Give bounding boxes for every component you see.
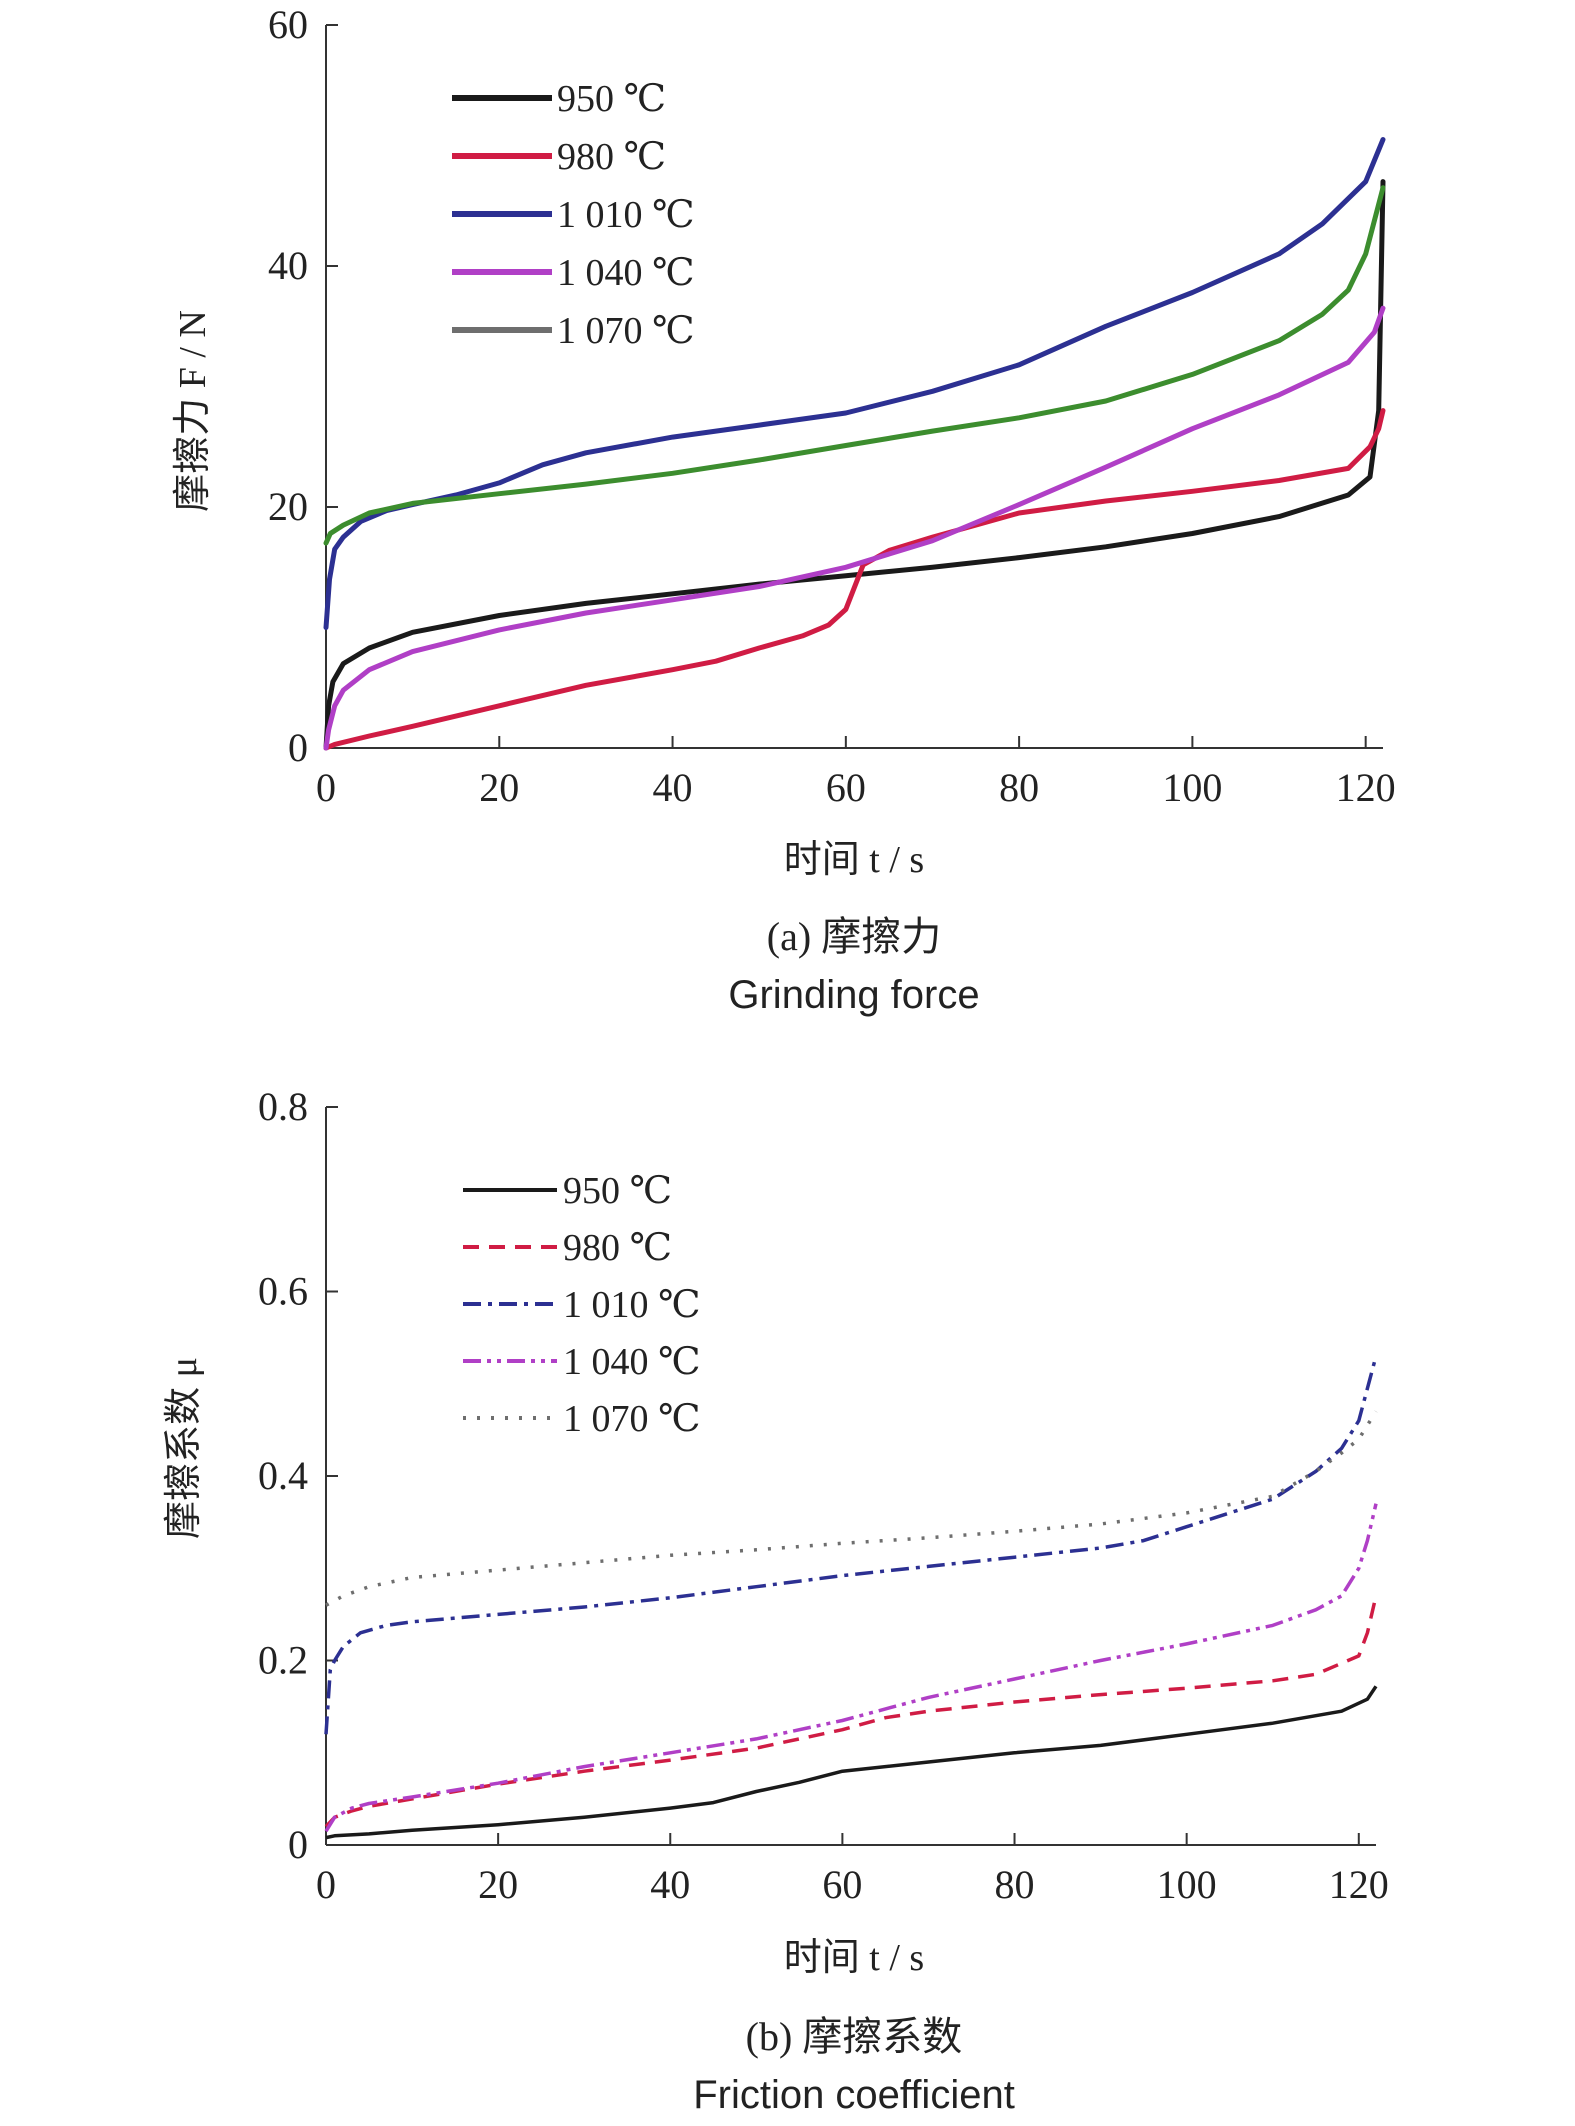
force-series-2: [323, 137, 1386, 630]
xlabel-coefficient: 时间 t / s: [784, 1937, 924, 1979]
caption-coefficient: (b) 摩擦系数: [746, 2014, 963, 2059]
coefficient-x-tick-label: 80: [995, 1862, 1035, 1907]
force-x-tick-label: 20: [479, 765, 519, 810]
ylabel-coefficient: 摩擦系数 μ: [163, 1357, 205, 1539]
coefficient-y-tick-label: 0.6: [258, 1269, 308, 1314]
force-x-tick-label: 120: [1336, 765, 1396, 810]
caption-force-en: Grinding force: [728, 973, 979, 1017]
coefficient-series-3: [324, 1503, 1378, 1833]
coefficient-x-tick-label: 0: [316, 1862, 336, 1907]
coefficient-series-2: [324, 1355, 1378, 1735]
force-x-tick-label: 0: [316, 765, 336, 810]
force-x-tick-label: 100: [1162, 765, 1222, 810]
coefficient-y-tick-label: 0.4: [258, 1453, 308, 1498]
coefficient-x-tick-label: 120: [1329, 1862, 1389, 1907]
coefficient-series-4: [325, 1410, 1378, 1607]
force-legend-label-0: 950 ℃: [557, 78, 666, 120]
coefficient-legend-label-0: 950 ℃: [563, 1170, 672, 1212]
xlabel-force: 时间 t / s: [784, 839, 924, 881]
force-series-3: [323, 305, 1386, 751]
coefficient-legend-label-2: 1 010 ℃: [563, 1284, 701, 1326]
coefficient-x-tick-label: 40: [650, 1862, 690, 1907]
force-legend-label-2: 1 010 ℃: [557, 194, 695, 236]
coefficient-series-1: [324, 1595, 1378, 1828]
force-y-tick-label: 60: [268, 2, 308, 47]
coefficient-series-0: [325, 1685, 1378, 1840]
force-y-tick-label: 40: [268, 243, 308, 288]
force-x-tick-label: 80: [999, 765, 1039, 810]
coefficient-y-tick-label: 0: [288, 1822, 308, 1867]
ylabel-force: 摩擦力 F / N: [172, 310, 214, 512]
coefficient-y-tick-label: 0.8: [258, 1084, 308, 1129]
force-series-0: [323, 179, 1386, 751]
coefficient-x-tick-label: 20: [478, 1862, 518, 1907]
force-x-tick-label: 60: [826, 765, 866, 810]
coefficient-legend-label-3: 1 040 ℃: [563, 1341, 701, 1383]
force-legend-label-3: 1 040 ℃: [557, 252, 695, 294]
force-series-4: [323, 185, 1386, 546]
coefficient-y-tick-label: 0.2: [258, 1638, 308, 1683]
caption-force: (a) 摩擦力: [767, 914, 941, 959]
coefficient-x-tick-label: 60: [822, 1862, 862, 1907]
force-legend-label-4: 1 070 ℃: [557, 310, 695, 352]
coefficient-legend-label-4: 1 070 ℃: [563, 1398, 701, 1440]
coefficient-x-tick-label: 100: [1157, 1862, 1217, 1907]
force-y-tick-label: 0: [288, 725, 308, 770]
coefficient-legend-label-1: 980 ℃: [563, 1227, 672, 1269]
force-series-1: [323, 408, 1386, 751]
chart-friction-coefficient: 摩擦系数 μ 时间 t / s (b) 摩擦系数 Friction coeffi…: [163, 1084, 1389, 2117]
caption-coefficient-en: Friction coefficient: [693, 2073, 1015, 2117]
chart-grinding-force: 摩擦力 F / N 时间 t / s (a) 摩擦力 Grinding forc…: [172, 2, 1396, 1017]
force-legend-label-1: 980 ℃: [557, 136, 666, 178]
force-x-tick-label: 40: [653, 765, 693, 810]
force-y-tick-label: 20: [268, 484, 308, 529]
